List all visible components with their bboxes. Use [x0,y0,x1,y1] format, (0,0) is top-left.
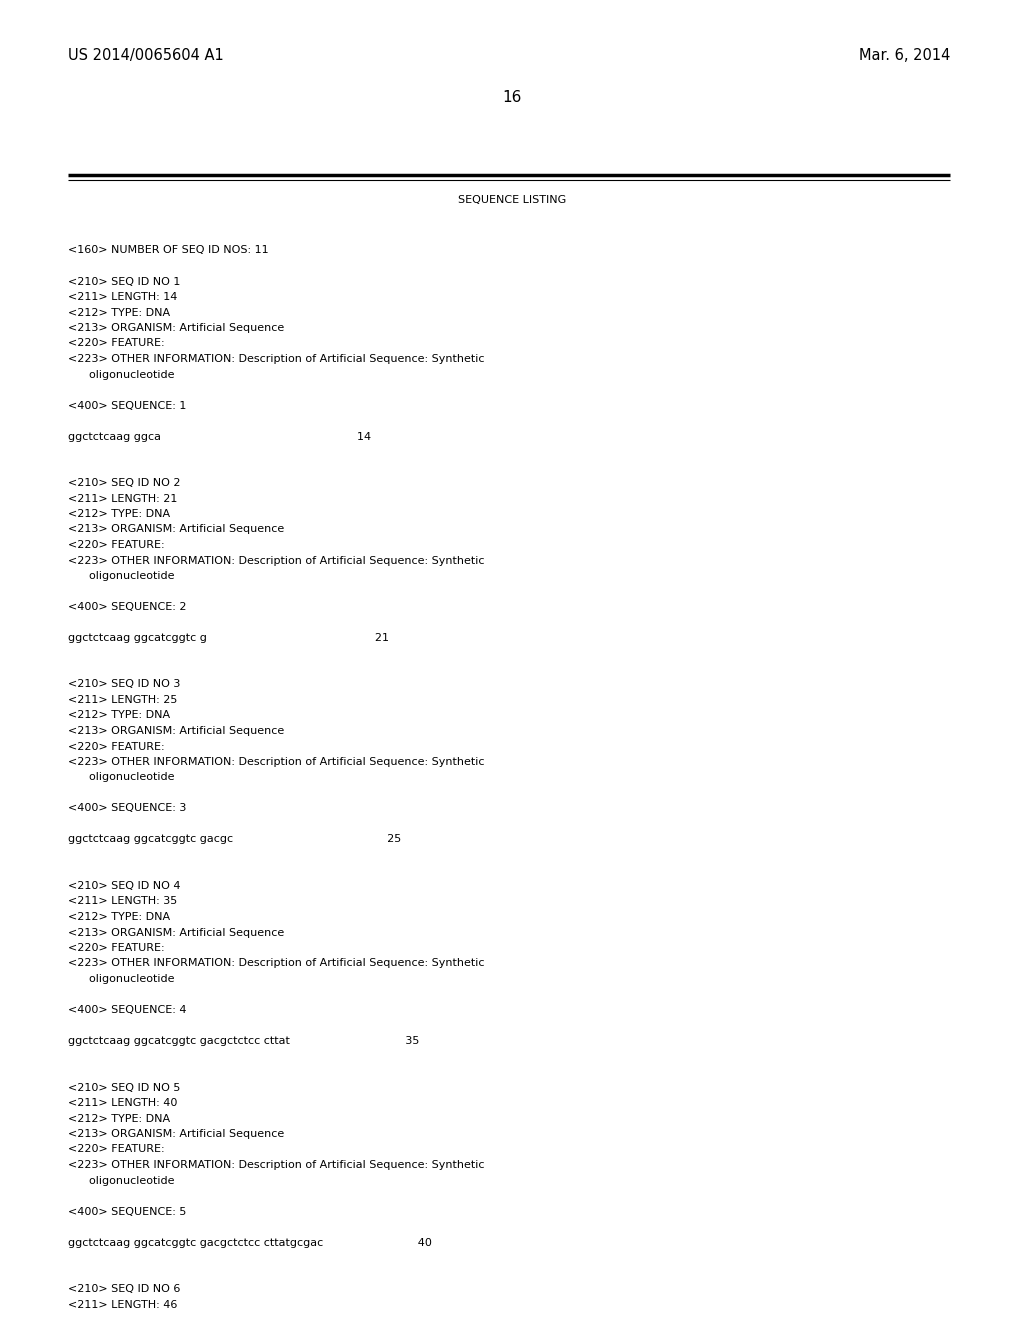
Text: <210> SEQ ID NO 4: <210> SEQ ID NO 4 [68,880,180,891]
Text: <212> TYPE: DNA: <212> TYPE: DNA [68,1114,170,1123]
Text: ggctctcaag ggca                                                        14: ggctctcaag ggca 14 [68,432,371,441]
Text: oligonucleotide: oligonucleotide [68,772,174,783]
Text: ggctctcaag ggcatcggtc gacgctctcc cttatgcgac                           40: ggctctcaag ggcatcggtc gacgctctcc cttatgc… [68,1238,432,1247]
Text: <223> OTHER INFORMATION: Description of Artificial Sequence: Synthetic: <223> OTHER INFORMATION: Description of … [68,556,484,565]
Text: 16: 16 [503,90,521,106]
Text: <220> FEATURE:: <220> FEATURE: [68,742,165,751]
Text: <211> LENGTH: 35: <211> LENGTH: 35 [68,896,177,907]
Text: <220> FEATURE:: <220> FEATURE: [68,338,165,348]
Text: <211> LENGTH: 46: <211> LENGTH: 46 [68,1299,177,1309]
Text: ggctctcaag ggcatcggtc gacgc                                            25: ggctctcaag ggcatcggtc gacgc 25 [68,834,401,845]
Text: <400> SEQUENCE: 1: <400> SEQUENCE: 1 [68,400,186,411]
Text: <400> SEQUENCE: 5: <400> SEQUENCE: 5 [68,1206,186,1217]
Text: <220> FEATURE:: <220> FEATURE: [68,540,165,550]
Text: oligonucleotide: oligonucleotide [68,370,174,380]
Text: oligonucleotide: oligonucleotide [68,974,174,983]
Text: <212> TYPE: DNA: <212> TYPE: DNA [68,308,170,318]
Text: ggctctcaag ggcatcggtc g                                                21: ggctctcaag ggcatcggtc g 21 [68,634,389,643]
Text: ggctctcaag ggcatcggtc gacgctctcc cttat                                 35: ggctctcaag ggcatcggtc gacgctctcc cttat 3… [68,1036,420,1045]
Text: <211> LENGTH: 14: <211> LENGTH: 14 [68,292,177,302]
Text: <223> OTHER INFORMATION: Description of Artificial Sequence: Synthetic: <223> OTHER INFORMATION: Description of … [68,354,484,364]
Text: <223> OTHER INFORMATION: Description of Artificial Sequence: Synthetic: <223> OTHER INFORMATION: Description of … [68,1160,484,1170]
Text: <212> TYPE: DNA: <212> TYPE: DNA [68,510,170,519]
Text: <400> SEQUENCE: 3: <400> SEQUENCE: 3 [68,804,186,813]
Text: <213> ORGANISM: Artificial Sequence: <213> ORGANISM: Artificial Sequence [68,1129,285,1139]
Text: <223> OTHER INFORMATION: Description of Artificial Sequence: Synthetic: <223> OTHER INFORMATION: Description of … [68,756,484,767]
Text: SEQUENCE LISTING: SEQUENCE LISTING [458,195,566,205]
Text: oligonucleotide: oligonucleotide [68,1176,174,1185]
Text: <211> LENGTH: 40: <211> LENGTH: 40 [68,1098,177,1107]
Text: <213> ORGANISM: Artificial Sequence: <213> ORGANISM: Artificial Sequence [68,726,285,737]
Text: <223> OTHER INFORMATION: Description of Artificial Sequence: Synthetic: <223> OTHER INFORMATION: Description of … [68,958,484,969]
Text: <210> SEQ ID NO 6: <210> SEQ ID NO 6 [68,1284,180,1294]
Text: <220> FEATURE:: <220> FEATURE: [68,942,165,953]
Text: <210> SEQ ID NO 3: <210> SEQ ID NO 3 [68,680,180,689]
Text: <160> NUMBER OF SEQ ID NOS: 11: <160> NUMBER OF SEQ ID NOS: 11 [68,246,268,256]
Text: <220> FEATURE:: <220> FEATURE: [68,1144,165,1155]
Text: <211> LENGTH: 21: <211> LENGTH: 21 [68,494,177,503]
Text: US 2014/0065604 A1: US 2014/0065604 A1 [68,48,224,63]
Text: <213> ORGANISM: Artificial Sequence: <213> ORGANISM: Artificial Sequence [68,323,285,333]
Text: oligonucleotide: oligonucleotide [68,572,174,581]
Text: <212> TYPE: DNA: <212> TYPE: DNA [68,912,170,921]
Text: <210> SEQ ID NO 2: <210> SEQ ID NO 2 [68,478,180,488]
Text: <400> SEQUENCE: 4: <400> SEQUENCE: 4 [68,1005,186,1015]
Text: Mar. 6, 2014: Mar. 6, 2014 [859,48,950,63]
Text: <210> SEQ ID NO 1: <210> SEQ ID NO 1 [68,276,180,286]
Text: <400> SEQUENCE: 2: <400> SEQUENCE: 2 [68,602,186,612]
Text: <210> SEQ ID NO 5: <210> SEQ ID NO 5 [68,1082,180,1093]
Text: <213> ORGANISM: Artificial Sequence: <213> ORGANISM: Artificial Sequence [68,524,285,535]
Text: <212> TYPE: DNA: <212> TYPE: DNA [68,710,170,721]
Text: <211> LENGTH: 25: <211> LENGTH: 25 [68,696,177,705]
Text: <213> ORGANISM: Artificial Sequence: <213> ORGANISM: Artificial Sequence [68,928,285,937]
